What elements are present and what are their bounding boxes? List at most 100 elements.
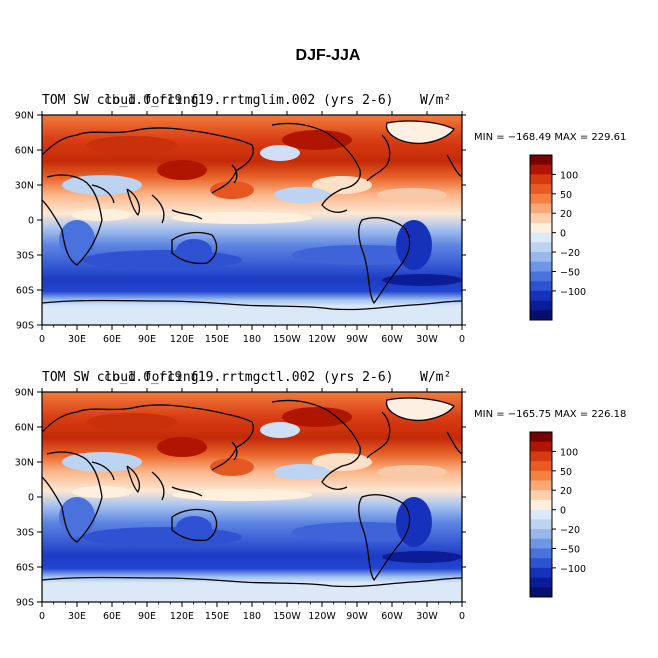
lon-tick-label: 0 <box>39 334 45 345</box>
panel-top-units: W/m² <box>420 93 451 108</box>
colorbar-swatch <box>530 461 552 472</box>
lon-tick-label: 30E <box>68 611 86 622</box>
lat-tick-label: 90N <box>15 388 34 399</box>
colorbar-swatch <box>530 193 552 204</box>
colorbar-top: 100 50 20 0 −20 −50 −100 <box>529 154 586 321</box>
colorbar-swatch <box>530 441 552 452</box>
lat-tick-label: 30S <box>16 528 34 539</box>
panel-top-variable-label: TOM SW cloud forcing <box>42 93 199 108</box>
colorbar-swatch <box>530 213 552 224</box>
panel-bottom-min-max: MIN = −165.75 MAX = 226.18 <box>474 409 626 420</box>
lon-tick-label: 180 <box>243 611 261 622</box>
colorbar-swatch <box>530 155 552 166</box>
panel-bottom-case-label: f19.rrtmgctl.002 (yrs 2-6) <box>190 370 394 385</box>
colorbar-swatch <box>530 281 552 292</box>
lon-tick-label: 30W <box>416 334 438 345</box>
colorbar-swatch <box>530 203 552 214</box>
colorbar-swatch <box>530 558 552 569</box>
lon-tick-label: 180 <box>243 334 261 345</box>
lat-tick-label: 30S <box>16 251 34 262</box>
lon-tick-label: 90W <box>346 334 368 345</box>
colorbar-label: 100 <box>560 447 578 458</box>
colorbar-label: 100 <box>560 170 578 181</box>
colorbar-swatch <box>530 519 552 530</box>
colorbar-label: 0 <box>560 506 566 517</box>
lat-tick-label: 30N <box>15 181 34 192</box>
colorbar-bottom: 100 50 20 0 −20 −50 −100 <box>529 431 586 598</box>
lon-tick-label: 120E <box>170 611 194 622</box>
panel-bottom-case-overprint: cb_1.0_f19 <box>104 370 182 385</box>
colorbar-swatch <box>530 490 552 501</box>
colorbar-swatch <box>530 577 552 588</box>
panel-bottom-axes: 0 30E 60E 90E 120E 150E 180 150W 120W 90W 60W 30W 09… <box>15 388 466 622</box>
lat-tick-label: 60N <box>15 146 34 157</box>
lon-tick-label: 60W <box>381 611 403 622</box>
panel-top-min-max: MIN = −168.49 MAX = 229.61 <box>474 132 626 143</box>
lat-tick-label: 90S <box>16 598 34 609</box>
lon-tick-label: 60E <box>103 611 121 622</box>
lon-tick-label: 150E <box>205 611 229 622</box>
panel-top-case-overprint: cb_1.0_f19 <box>104 93 182 108</box>
colorbar-swatch <box>530 252 552 263</box>
colorbar-label: 50 <box>560 190 572 201</box>
colorbar-swatch <box>530 290 552 301</box>
colorbar-swatch <box>530 310 552 321</box>
colorbar-label: 20 <box>560 486 572 497</box>
lat-tick-label: 90N <box>15 111 34 122</box>
colorbar-swatch <box>530 499 552 511</box>
colorbar-swatch <box>530 174 552 185</box>
lon-tick-label: 30E <box>68 334 86 345</box>
lon-tick-label: 150W <box>273 334 301 345</box>
lon-tick-label: 150W <box>273 611 301 622</box>
panel-top-axes: 0 30E 60E 90E 120E 150E 180 150W 120W 90W 60W 30W 09… <box>15 111 466 345</box>
panel-bottom-variable-label: TOM SW cloud forcing <box>42 370 199 385</box>
colorbar-swatch <box>530 432 552 443</box>
colorbar-swatch <box>530 222 552 234</box>
colorbar-swatch <box>530 548 552 559</box>
colorbar-frame <box>529 431 553 598</box>
colorbar-swatch <box>530 164 552 175</box>
colorbar-swatch <box>530 587 552 598</box>
figure-title: DJF-JJA <box>296 47 361 64</box>
lon-tick-label: 0 <box>39 611 45 622</box>
panel-top-case-label: f19.rrtmglim.002 (yrs 2-6) <box>190 93 394 108</box>
lon-tick-label: 90E <box>138 611 156 622</box>
lat-tick-label: 60S <box>16 563 34 574</box>
map-panel-bottom <box>41 391 463 603</box>
lon-tick-label: 60W <box>381 334 403 345</box>
lon-tick-label: 0 <box>459 334 465 345</box>
colorbar-swatch <box>530 567 552 578</box>
lon-tick-label: 150E <box>205 334 229 345</box>
lat-tick-label: 60S <box>16 286 34 297</box>
lat-tick-label: 60N <box>15 423 34 434</box>
colorbar-swatch <box>530 480 552 491</box>
colorbar-swatch <box>530 300 552 311</box>
colorbar-label: −100 <box>560 564 586 575</box>
colorbar-label: 50 <box>560 467 572 478</box>
colorbar-frame <box>529 154 553 321</box>
map-panel-top <box>41 114 463 326</box>
lon-tick-label: 30W <box>416 611 438 622</box>
colorbar-label: 0 <box>560 229 566 240</box>
colorbar-swatch <box>530 529 552 540</box>
lat-tick-label: 90S <box>16 321 34 332</box>
colorbar-label: 20 <box>560 209 572 220</box>
lon-tick-label: 90E <box>138 334 156 345</box>
lon-tick-label: 0 <box>459 611 465 622</box>
colorbar-label: −50 <box>560 267 580 278</box>
colorbar-swatch <box>530 451 552 462</box>
lat-tick-label: 0 <box>28 493 34 504</box>
lon-tick-label: 120W <box>308 334 336 345</box>
lon-tick-label: 120E <box>170 334 194 345</box>
colorbar-swatch <box>530 232 552 243</box>
lon-tick-label: 60E <box>103 334 121 345</box>
colorbar-label: −20 <box>560 525 580 536</box>
colorbar-swatch <box>530 470 552 481</box>
colorbar-label: −100 <box>560 287 586 298</box>
colorbar-label: −50 <box>560 544 580 555</box>
colorbar-swatch <box>530 509 552 520</box>
lat-tick-label: 0 <box>28 216 34 227</box>
panel-bottom-units: W/m² <box>420 370 451 385</box>
colorbar-swatch <box>530 271 552 282</box>
